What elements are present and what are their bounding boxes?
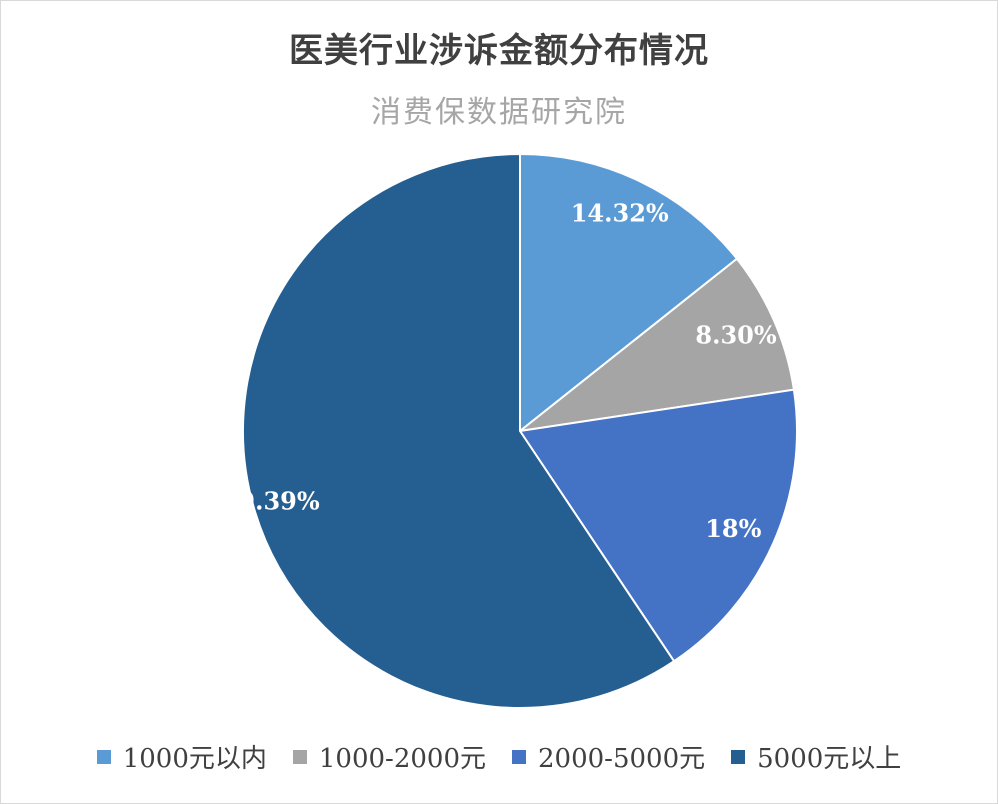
chart-subtitle: 消费保数据研究院 [371,95,627,130]
slice-data-label: 59.39% [222,487,320,516]
legend-swatch [96,749,111,764]
legend-swatch [292,749,307,764]
legend-item: 2000-5000元 [512,738,705,775]
legend-item: 1000元以内 [96,738,267,775]
legend-label: 1000元以内 [122,744,267,774]
legend-swatch [512,749,526,764]
legend-item: 5000元以上 [731,738,901,775]
legend-label: 1000-2000元 [318,744,486,774]
pie-slice-1 [519,152,739,434]
legend-item: 1000-2000元 [292,738,486,775]
slice-data-label: 8.30% [695,320,776,349]
legend-label: 2000-5000元 [538,744,706,774]
legend-swatch [731,749,746,764]
pie-slice-2 [516,257,796,433]
chart-title: 医美行业涉诉金额分布情况 [289,31,709,71]
pie-slice-3 [518,388,798,663]
chart-legend: 1000元以内 1000-2000元 2000-5000元 5000元以上 [1,738,997,775]
pie-slice-4 [242,152,676,709]
slice-data-label: 14.32% [571,198,669,227]
slice-data-label: 18% [705,514,761,543]
legend-label: 5000元以上 [757,744,902,774]
